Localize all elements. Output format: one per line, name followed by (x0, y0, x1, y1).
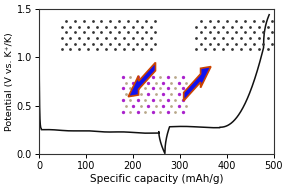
Y-axis label: Potential (V vs. K⁺/K): Potential (V vs. K⁺/K) (5, 32, 14, 131)
X-axis label: Specific capacity (mAh/g): Specific capacity (mAh/g) (90, 174, 223, 184)
FancyArrow shape (128, 63, 156, 97)
FancyArrow shape (184, 67, 211, 101)
